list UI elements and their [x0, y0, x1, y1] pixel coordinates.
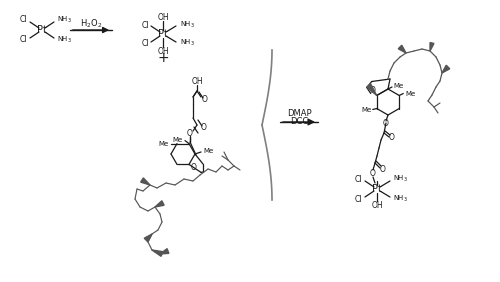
Text: O: O — [370, 169, 376, 179]
Text: Cl: Cl — [142, 21, 149, 30]
Text: O: O — [191, 163, 197, 172]
Text: NH$_3$: NH$_3$ — [180, 38, 195, 48]
Text: O: O — [202, 96, 208, 105]
Text: NH$_3$: NH$_3$ — [393, 194, 408, 204]
Text: O: O — [201, 124, 207, 133]
Polygon shape — [144, 234, 152, 242]
Text: NH$_3$: NH$_3$ — [57, 15, 72, 25]
Polygon shape — [398, 45, 406, 53]
Text: Me: Me — [393, 83, 403, 89]
Text: Pt: Pt — [37, 25, 47, 35]
Text: OH: OH — [371, 201, 383, 210]
Text: NH$_3$: NH$_3$ — [393, 174, 408, 184]
Text: OH: OH — [157, 47, 169, 56]
Text: NH$_3$: NH$_3$ — [57, 35, 72, 45]
Text: OH: OH — [157, 12, 169, 21]
Text: +: + — [157, 51, 169, 65]
Polygon shape — [367, 84, 376, 96]
Text: OH: OH — [191, 78, 203, 87]
Text: Me: Me — [362, 107, 372, 113]
Polygon shape — [430, 43, 434, 51]
Text: O: O — [370, 86, 376, 95]
Text: DMAP: DMAP — [286, 109, 312, 118]
Text: O: O — [389, 133, 395, 142]
Text: Cl: Cl — [20, 16, 27, 25]
Polygon shape — [442, 65, 450, 73]
Text: NH$_3$: NH$_3$ — [180, 20, 195, 30]
Text: Me: Me — [159, 141, 169, 147]
Text: O: O — [380, 164, 386, 173]
Polygon shape — [140, 178, 150, 185]
Text: Cl: Cl — [142, 39, 149, 47]
Text: Me: Me — [173, 136, 183, 143]
Text: Pt: Pt — [158, 29, 168, 39]
Text: Cl: Cl — [354, 195, 362, 204]
Polygon shape — [160, 249, 169, 254]
Text: Cl: Cl — [20, 36, 27, 45]
Text: Me: Me — [203, 148, 213, 154]
Text: Me: Me — [406, 91, 415, 96]
Text: Cl: Cl — [354, 175, 362, 184]
Polygon shape — [155, 201, 164, 207]
Text: H$_2$O$_2$: H$_2$O$_2$ — [80, 18, 102, 30]
Text: O: O — [187, 129, 193, 138]
Text: DCC: DCC — [290, 118, 308, 127]
Text: Pt: Pt — [372, 184, 382, 194]
Polygon shape — [152, 250, 163, 256]
Text: O: O — [383, 118, 389, 127]
